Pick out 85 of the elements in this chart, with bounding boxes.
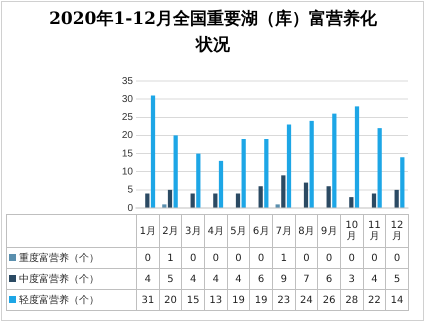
bar — [281, 175, 286, 208]
x-tick-label: 3月 — [182, 214, 204, 248]
data-label: 0 — [182, 248, 204, 268]
bar — [174, 135, 178, 208]
data-label: 23 — [272, 290, 296, 310]
data-label: 22 — [363, 290, 386, 310]
bar — [145, 193, 150, 208]
bar — [213, 193, 218, 208]
x-tick-label: 9月 — [318, 214, 340, 248]
bar — [400, 157, 404, 208]
data-label: 9 — [272, 268, 296, 290]
x-tick-label: 7月 — [272, 214, 296, 248]
y-tick-label: 30 — [122, 94, 134, 105]
data-label: 15 — [182, 290, 204, 310]
x-tick-label: 4月 — [204, 214, 228, 248]
x-tick-label: 5月 — [227, 214, 250, 248]
y-tick-label: 15 — [122, 148, 134, 160]
x-tick-label: 10月 — [340, 214, 364, 248]
data-label: 4 — [227, 268, 250, 290]
bar — [349, 197, 354, 208]
x-tick-label: 12月 — [386, 214, 408, 248]
bar — [326, 186, 331, 208]
legend-label: 中度富营养（个） — [6, 268, 136, 290]
data-label: 0 — [363, 248, 386, 268]
bar — [264, 139, 268, 208]
data-label: 19 — [250, 290, 272, 310]
data-label: 0 — [318, 248, 340, 268]
bar — [372, 193, 376, 208]
bar — [378, 128, 382, 208]
bar — [332, 114, 336, 208]
bar — [304, 182, 308, 208]
y-tick-label: 10 — [122, 166, 134, 178]
data-label: 0 — [227, 248, 250, 268]
data-label: 0 — [295, 248, 318, 268]
bar — [394, 190, 399, 208]
data-label: 5 — [386, 268, 408, 290]
x-tick-label: 11月 — [363, 214, 386, 248]
data-label: 6 — [318, 268, 340, 290]
x-tick-label: 1月 — [136, 214, 160, 248]
x-tick-label: 6月 — [250, 214, 272, 248]
data-label: 3 — [340, 268, 364, 290]
data-label: 26 — [318, 290, 340, 310]
data-label: 14 — [386, 290, 408, 310]
data-label: 5 — [159, 268, 182, 290]
data-label: 0 — [250, 248, 272, 268]
bar — [162, 204, 166, 208]
data-label: 4 — [182, 268, 204, 290]
y-tick-label: 35 — [122, 76, 134, 87]
data-label: 7 — [295, 268, 318, 290]
x-tick-label: 2月 — [159, 214, 182, 248]
bar — [190, 193, 195, 208]
bar — [258, 186, 263, 208]
data-label: 0 — [386, 248, 408, 268]
data-label: 31 — [136, 290, 160, 310]
data-label: 0 — [340, 248, 364, 268]
chart-title: 2020年1-12月全国重要湖（库）富营养化状况 — [48, 8, 378, 57]
data-label: 13 — [204, 290, 228, 310]
bar — [150, 96, 156, 208]
bar — [276, 204, 280, 208]
legend-label: 轻度富营养（个） — [6, 290, 136, 310]
data-label: 1 — [272, 248, 296, 268]
bar — [354, 106, 360, 208]
data-label: 1 — [159, 248, 182, 268]
data-label: 4 — [363, 268, 386, 290]
data-label: 19 — [227, 290, 250, 310]
data-label: 20 — [159, 290, 182, 310]
bar — [286, 124, 292, 208]
data-label: 4 — [136, 268, 160, 290]
y-tick-label: 25 — [122, 112, 134, 124]
data-label: 24 — [295, 290, 318, 310]
y-tick-label: 20 — [122, 130, 134, 142]
bar — [310, 120, 314, 208]
bar — [196, 154, 200, 208]
data-label: 28 — [340, 290, 364, 310]
data-label: 0 — [204, 248, 228, 268]
data-label: 6 — [250, 268, 272, 290]
bar — [236, 193, 240, 208]
y-tick-label: 5 — [127, 184, 134, 196]
data-label: 4 — [204, 268, 228, 290]
legend-label: 重度富营养（个） — [6, 248, 136, 268]
bar — [218, 160, 224, 208]
bar — [242, 139, 246, 208]
bar — [168, 190, 172, 208]
y-tick-label: 0 — [127, 202, 134, 214]
x-tick-label: 8月 — [295, 214, 318, 248]
